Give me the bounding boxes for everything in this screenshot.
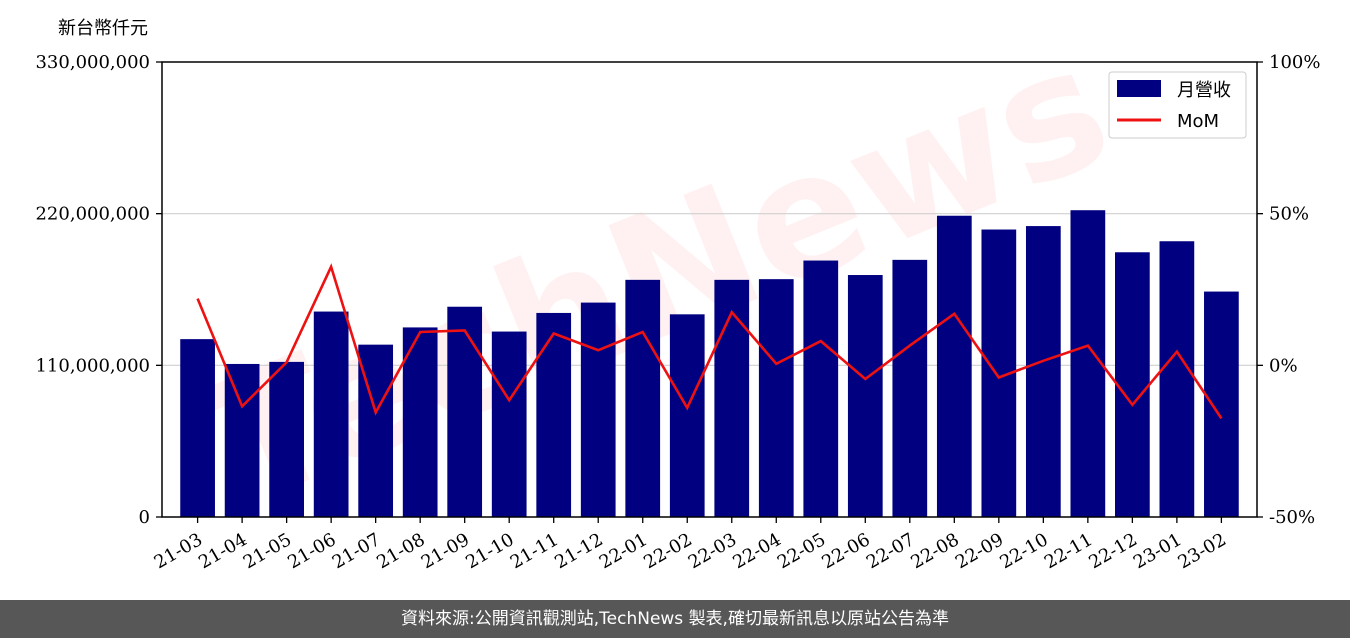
bar xyxy=(314,312,349,517)
x-tick-label: 22-07 xyxy=(863,529,918,573)
bar xyxy=(492,332,527,517)
x-tick-label: 22-02 xyxy=(640,529,695,573)
x-tick-label: 22-06 xyxy=(818,529,873,573)
x-tick-label: 21-06 xyxy=(284,529,339,573)
x-tick-label: 22-12 xyxy=(1085,529,1140,573)
x-tick-label: 22-04 xyxy=(729,529,784,573)
legend-swatch-revenue xyxy=(1117,80,1161,97)
y2-tick-label: -50% xyxy=(1269,507,1315,528)
x-tick-label: 22-01 xyxy=(596,529,651,573)
source-footer: 資料來源:公開資訊觀測站,TechNews 製表,確切最新訊息以原站公告為準 xyxy=(0,600,1350,638)
x-tick-label: 21-10 xyxy=(462,529,517,573)
x-tick-label: 21-04 xyxy=(195,529,250,573)
bar xyxy=(892,260,927,517)
bar xyxy=(269,362,304,517)
bar xyxy=(625,280,660,517)
x-tick-label: 21-12 xyxy=(551,529,606,573)
y2-tick-label: 50% xyxy=(1269,204,1309,225)
y-tick-label: 220,000,000 xyxy=(35,204,150,225)
bar xyxy=(180,339,215,517)
x-tick-label: 22-11 xyxy=(1041,529,1096,573)
x-tick-label: 23-02 xyxy=(1174,529,1229,573)
bar xyxy=(803,261,838,517)
revenue-chart: TechNews 0110,000,000220,000,000330,000,… xyxy=(0,0,1350,600)
bar xyxy=(447,307,482,517)
x-tick-label: 22-05 xyxy=(774,529,829,573)
bar xyxy=(670,314,705,517)
legend-label-mom: MoM xyxy=(1177,111,1219,132)
bar xyxy=(225,364,260,517)
x-tick-label: 21-11 xyxy=(507,529,562,573)
bar xyxy=(937,216,972,517)
bar xyxy=(1115,252,1150,517)
x-tick-label: 21-08 xyxy=(373,529,428,573)
bar xyxy=(759,279,794,517)
bar xyxy=(1026,226,1061,517)
legend: 月營收 MoM xyxy=(1109,72,1246,138)
bar xyxy=(848,275,883,517)
x-tick-label: 21-09 xyxy=(418,529,473,573)
x-tick-label: 22-10 xyxy=(996,529,1051,573)
y-axis-unit-label: 新台幣仟元 xyxy=(58,18,148,39)
x-tick-label: 21-07 xyxy=(329,529,384,573)
legend-label-revenue: 月營收 xyxy=(1177,80,1231,101)
y-tick-label: 110,000,000 xyxy=(35,355,150,376)
x-tick-label: 21-03 xyxy=(151,529,206,573)
x-tick-label: 22-03 xyxy=(685,529,740,573)
y-tick-label: 0 xyxy=(139,507,150,528)
y2-tick-label: 0% xyxy=(1269,355,1298,376)
bar xyxy=(1204,292,1239,517)
bar xyxy=(536,313,571,517)
bar xyxy=(581,303,616,517)
x-tick-label: 23-01 xyxy=(1130,529,1185,573)
x-tick-label: 22-09 xyxy=(952,529,1007,573)
y-tick-label: 330,000,000 xyxy=(35,52,150,73)
x-tick-label: 22-08 xyxy=(907,529,962,573)
bar xyxy=(1160,241,1195,517)
y2-tick-label: 100% xyxy=(1269,52,1320,73)
